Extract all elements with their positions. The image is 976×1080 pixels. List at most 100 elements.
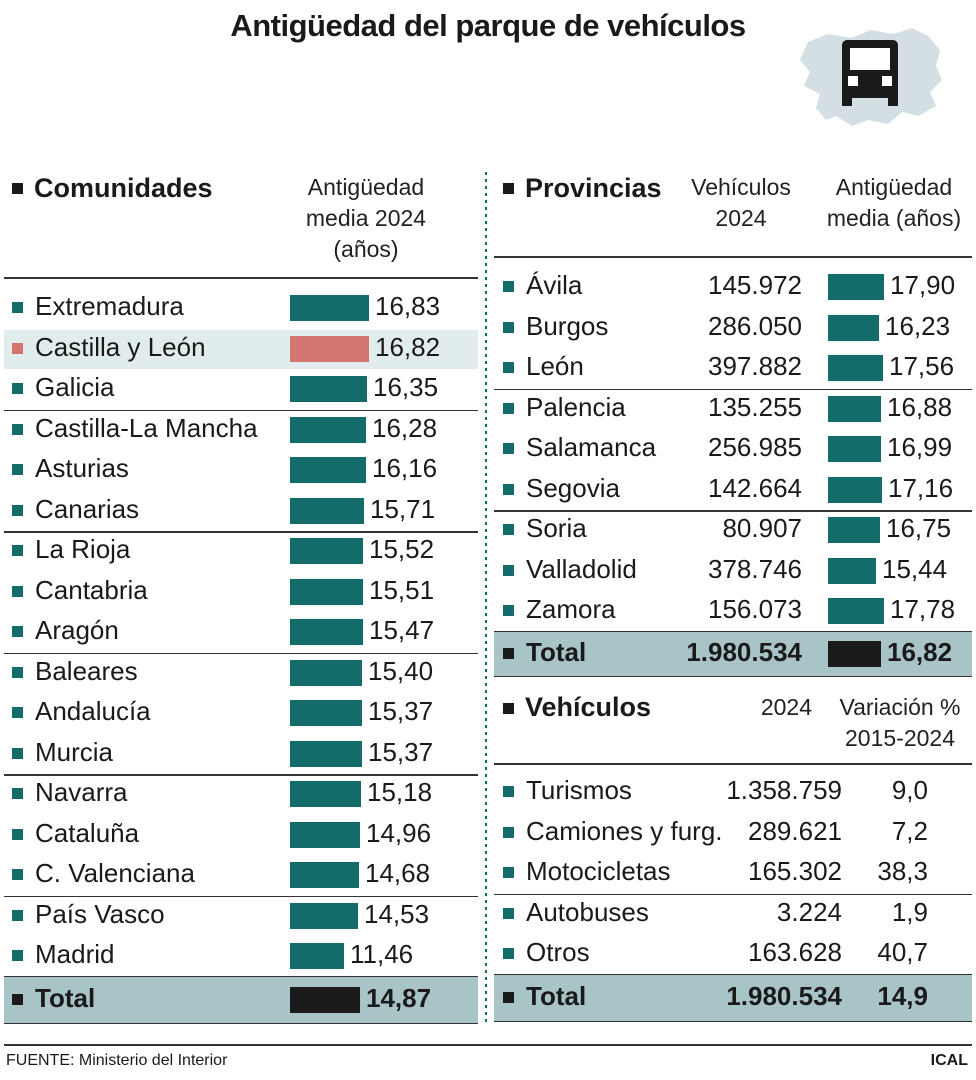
divider	[494, 510, 972, 512]
data-label: 16,82	[375, 331, 441, 362]
row-label: Asturias	[35, 453, 129, 483]
row-label: Zamora	[526, 594, 616, 624]
legend-square	[503, 362, 514, 373]
data-label: 16,28	[372, 412, 438, 443]
row-label: Salamanca	[526, 432, 657, 462]
legend-square	[12, 342, 23, 354]
row-label: Extremadura	[35, 291, 184, 321]
bar-mark	[290, 497, 364, 524]
data-label: 17,16	[888, 472, 954, 503]
col-header-line: media 2024	[305, 205, 427, 231]
vehiculos-value: 378.746	[708, 553, 802, 584]
col-header-line: Antigüedad	[835, 174, 953, 200]
legend-square	[12, 707, 23, 718]
row-label: Andalucía	[35, 696, 151, 726]
row-label: Cantabria	[35, 574, 148, 605]
car-icon	[842, 40, 898, 114]
divider	[494, 893, 972, 895]
col-header-line: Antigüedad	[307, 174, 425, 200]
bar-mark	[290, 943, 344, 969]
data-label: 15,44	[882, 553, 948, 584]
col-header-line: Variación %	[839, 694, 961, 720]
legend-square	[12, 747, 23, 759]
divider	[494, 763, 972, 765]
legend-square	[503, 605, 514, 616]
legend-square	[503, 321, 514, 333]
vehiculos-value: 135.255	[708, 391, 802, 422]
row-label: Castilla y León	[35, 331, 206, 362]
data-label: 17,56	[889, 351, 955, 381]
vehiculos-variacion-col-header: Variación % 2015-2024	[826, 692, 974, 754]
brand-text: ICAL	[930, 1052, 968, 1069]
total-band	[494, 630, 972, 677]
data-label: 17,78	[890, 594, 956, 624]
row-label: Castilla-La Mancha	[35, 412, 258, 443]
bar-mark	[290, 740, 362, 767]
column-separator	[485, 172, 487, 1022]
data-label: 15,40	[368, 655, 434, 686]
bar-mark	[290, 659, 362, 686]
row-label: Otros	[526, 937, 590, 967]
bar-mark	[290, 781, 361, 807]
legend-square	[503, 483, 514, 495]
vehiculos-value: 256.985	[708, 432, 802, 462]
data-label: 14,87	[366, 982, 432, 1013]
legend-square	[12, 788, 23, 799]
variacion-value: 1,9	[891, 896, 928, 927]
col-header-line: 2024	[715, 205, 767, 231]
total-label: Total	[35, 982, 96, 1013]
row-label: Galicia	[35, 372, 115, 402]
legend-square	[12, 828, 23, 840]
data-label: 14,68	[365, 858, 431, 888]
row-label: León	[526, 351, 584, 381]
legend-square	[503, 826, 514, 838]
data-label: 16,99	[887, 432, 953, 462]
data-label: 15,37	[368, 696, 434, 726]
col-header-line: Vehículos	[691, 174, 791, 200]
data-label: 15,51	[369, 574, 435, 605]
data-label: 16,16	[372, 453, 438, 483]
legend-square	[503, 281, 514, 292]
row-label: La Rioja	[35, 534, 131, 564]
row-label: Turismos	[526, 775, 632, 805]
data-label: 15,18	[367, 777, 433, 807]
provincias-vehiculos-col-header: Vehículos 2024	[672, 172, 810, 234]
divider	[4, 409, 478, 411]
source-text: FUENTE: Ministerio del Interior	[6, 1052, 228, 1069]
row-label: Soria	[526, 513, 587, 543]
legend-square	[503, 443, 514, 454]
data-label: 15,52	[369, 534, 435, 564]
vehiculos-value: 80.907	[722, 513, 802, 543]
comunidades-col-header: Antigüedad media 2024 (años)	[290, 172, 442, 265]
vehiculos-value: 145.972	[708, 270, 802, 300]
count-value: 165.302	[748, 856, 842, 886]
count-value: 163.628	[748, 937, 842, 967]
vehiculos-value: 286.050	[708, 310, 802, 341]
row-label: Ávila	[526, 270, 583, 300]
legend-square	[12, 464, 23, 475]
legend-square	[503, 703, 514, 714]
data-label: 16,88	[887, 391, 953, 422]
bar-mark	[828, 395, 881, 422]
variacion-value: 38,3	[877, 856, 928, 886]
count-value: 3.224	[776, 896, 842, 927]
legend-square	[503, 991, 514, 1003]
divider	[4, 895, 478, 897]
vehiculos-value: 142.664	[708, 472, 802, 503]
row-label: Camiones y furg.	[526, 815, 723, 846]
legend-square	[503, 907, 514, 919]
row-label: Cataluña	[35, 817, 140, 848]
comunidades-header: Comunidades	[34, 173, 213, 203]
bar-mark	[290, 862, 359, 888]
divider	[4, 774, 478, 776]
col-header-line: (años)	[333, 236, 399, 262]
row-label: Motocicletas	[526, 856, 671, 886]
row-label: Madrid	[35, 939, 115, 969]
footer-divider	[4, 1044, 972, 1046]
divider	[4, 277, 478, 279]
legend-square	[503, 786, 514, 797]
legend-square	[12, 950, 23, 961]
total-band	[4, 975, 478, 1024]
legend-square	[12, 504, 23, 516]
legend-square	[503, 647, 514, 659]
